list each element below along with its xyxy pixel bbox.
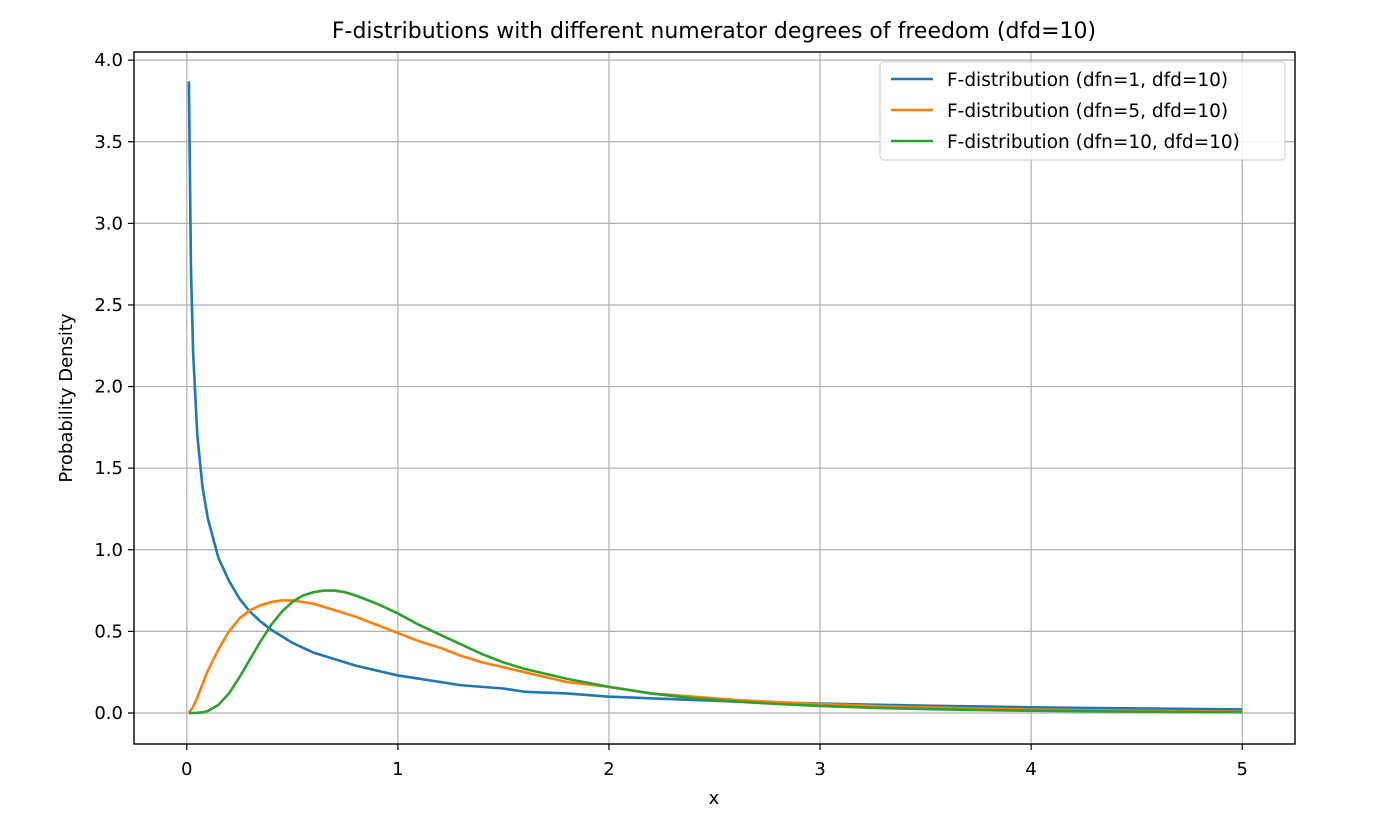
y-tick-label: 2.0 [94,377,123,398]
plot-series [187,81,1243,715]
x-tick-label: 2 [603,759,614,780]
y-tick-label: 3.0 [94,213,123,234]
series-line [188,589,1243,715]
y-tick-label: 0.5 [94,621,123,642]
y-tick-label: 3.5 [94,132,123,153]
x-axis-title: x [709,788,720,809]
legend-entry-label: F-distribution (dfn=10, dfd=10) [947,132,1240,153]
legend: F-distribution (dfn=1, dfd=10) F-distribu… [879,61,1286,161]
x-tick-label: 4 [1025,759,1036,780]
y-tick-label: 0.0 [94,703,123,724]
axis-ticks: 0 1 2 3 4 5 0.0 0.5 1.0 1.5 2.0 2.5 3.0 3.5 4.0 [94,50,1248,780]
y-tick-label: 4.0 [94,50,123,71]
legend-entry-label: F-distribution (dfn=5, dfd=10) [947,101,1228,122]
legend-box [879,61,1286,161]
y-tick-label: 1.5 [94,458,123,479]
x-tick-label: 1 [392,759,403,780]
x-tick-label: 0 [181,759,192,780]
y-tick-label: 2.5 [94,295,123,316]
series-line [187,599,1243,714]
x-tick-label: 5 [1237,759,1248,780]
chart-title: F-distributions with different numerator… [332,19,1096,44]
x-tick-label: 3 [814,759,825,780]
y-tick-label: 1.0 [94,540,123,561]
plot-area-frame [133,51,1296,745]
legend-entry-label: F-distribution (dfn=1, dfd=10) [947,70,1228,91]
y-axis-title: Probability Density [56,313,77,483]
